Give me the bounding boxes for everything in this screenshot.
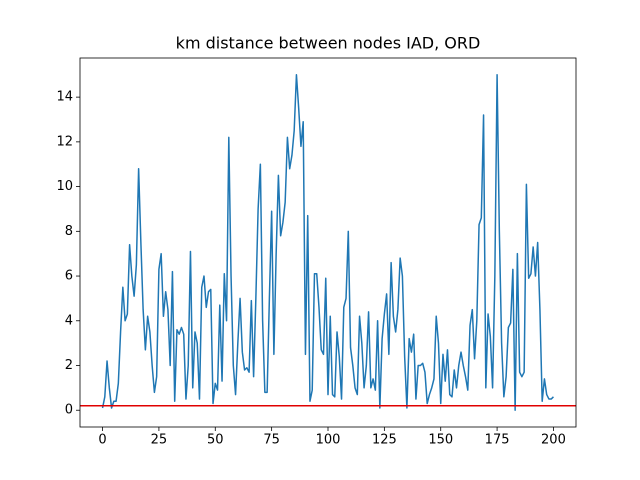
- data-line: [101, 74, 554, 411]
- y-tick-label: 4: [65, 313, 73, 328]
- x-tick-label: 75: [263, 433, 280, 448]
- y-tick-label: 2: [65, 358, 73, 373]
- x-tick-label: 200: [541, 433, 566, 448]
- y-tick-label: 10: [56, 179, 73, 194]
- y-tick-label: 14: [56, 90, 73, 105]
- x-tick-label: 0: [98, 433, 106, 448]
- y-tick-label: 12: [56, 134, 73, 149]
- x-tick-label: 175: [485, 433, 510, 448]
- x-tick-label: 100: [316, 433, 341, 448]
- chart-title: km distance between nodes IAD, ORD: [176, 34, 481, 53]
- x-tick-label: 125: [372, 433, 397, 448]
- y-tick-label: 0: [65, 403, 73, 418]
- y-tick-label: 6: [65, 269, 73, 284]
- x-tick-label: 25: [151, 433, 168, 448]
- x-tick-label: 150: [428, 433, 453, 448]
- plot-frame: [79, 57, 577, 428]
- x-tick-label: 50: [207, 433, 224, 448]
- y-tick-label: 8: [65, 224, 73, 239]
